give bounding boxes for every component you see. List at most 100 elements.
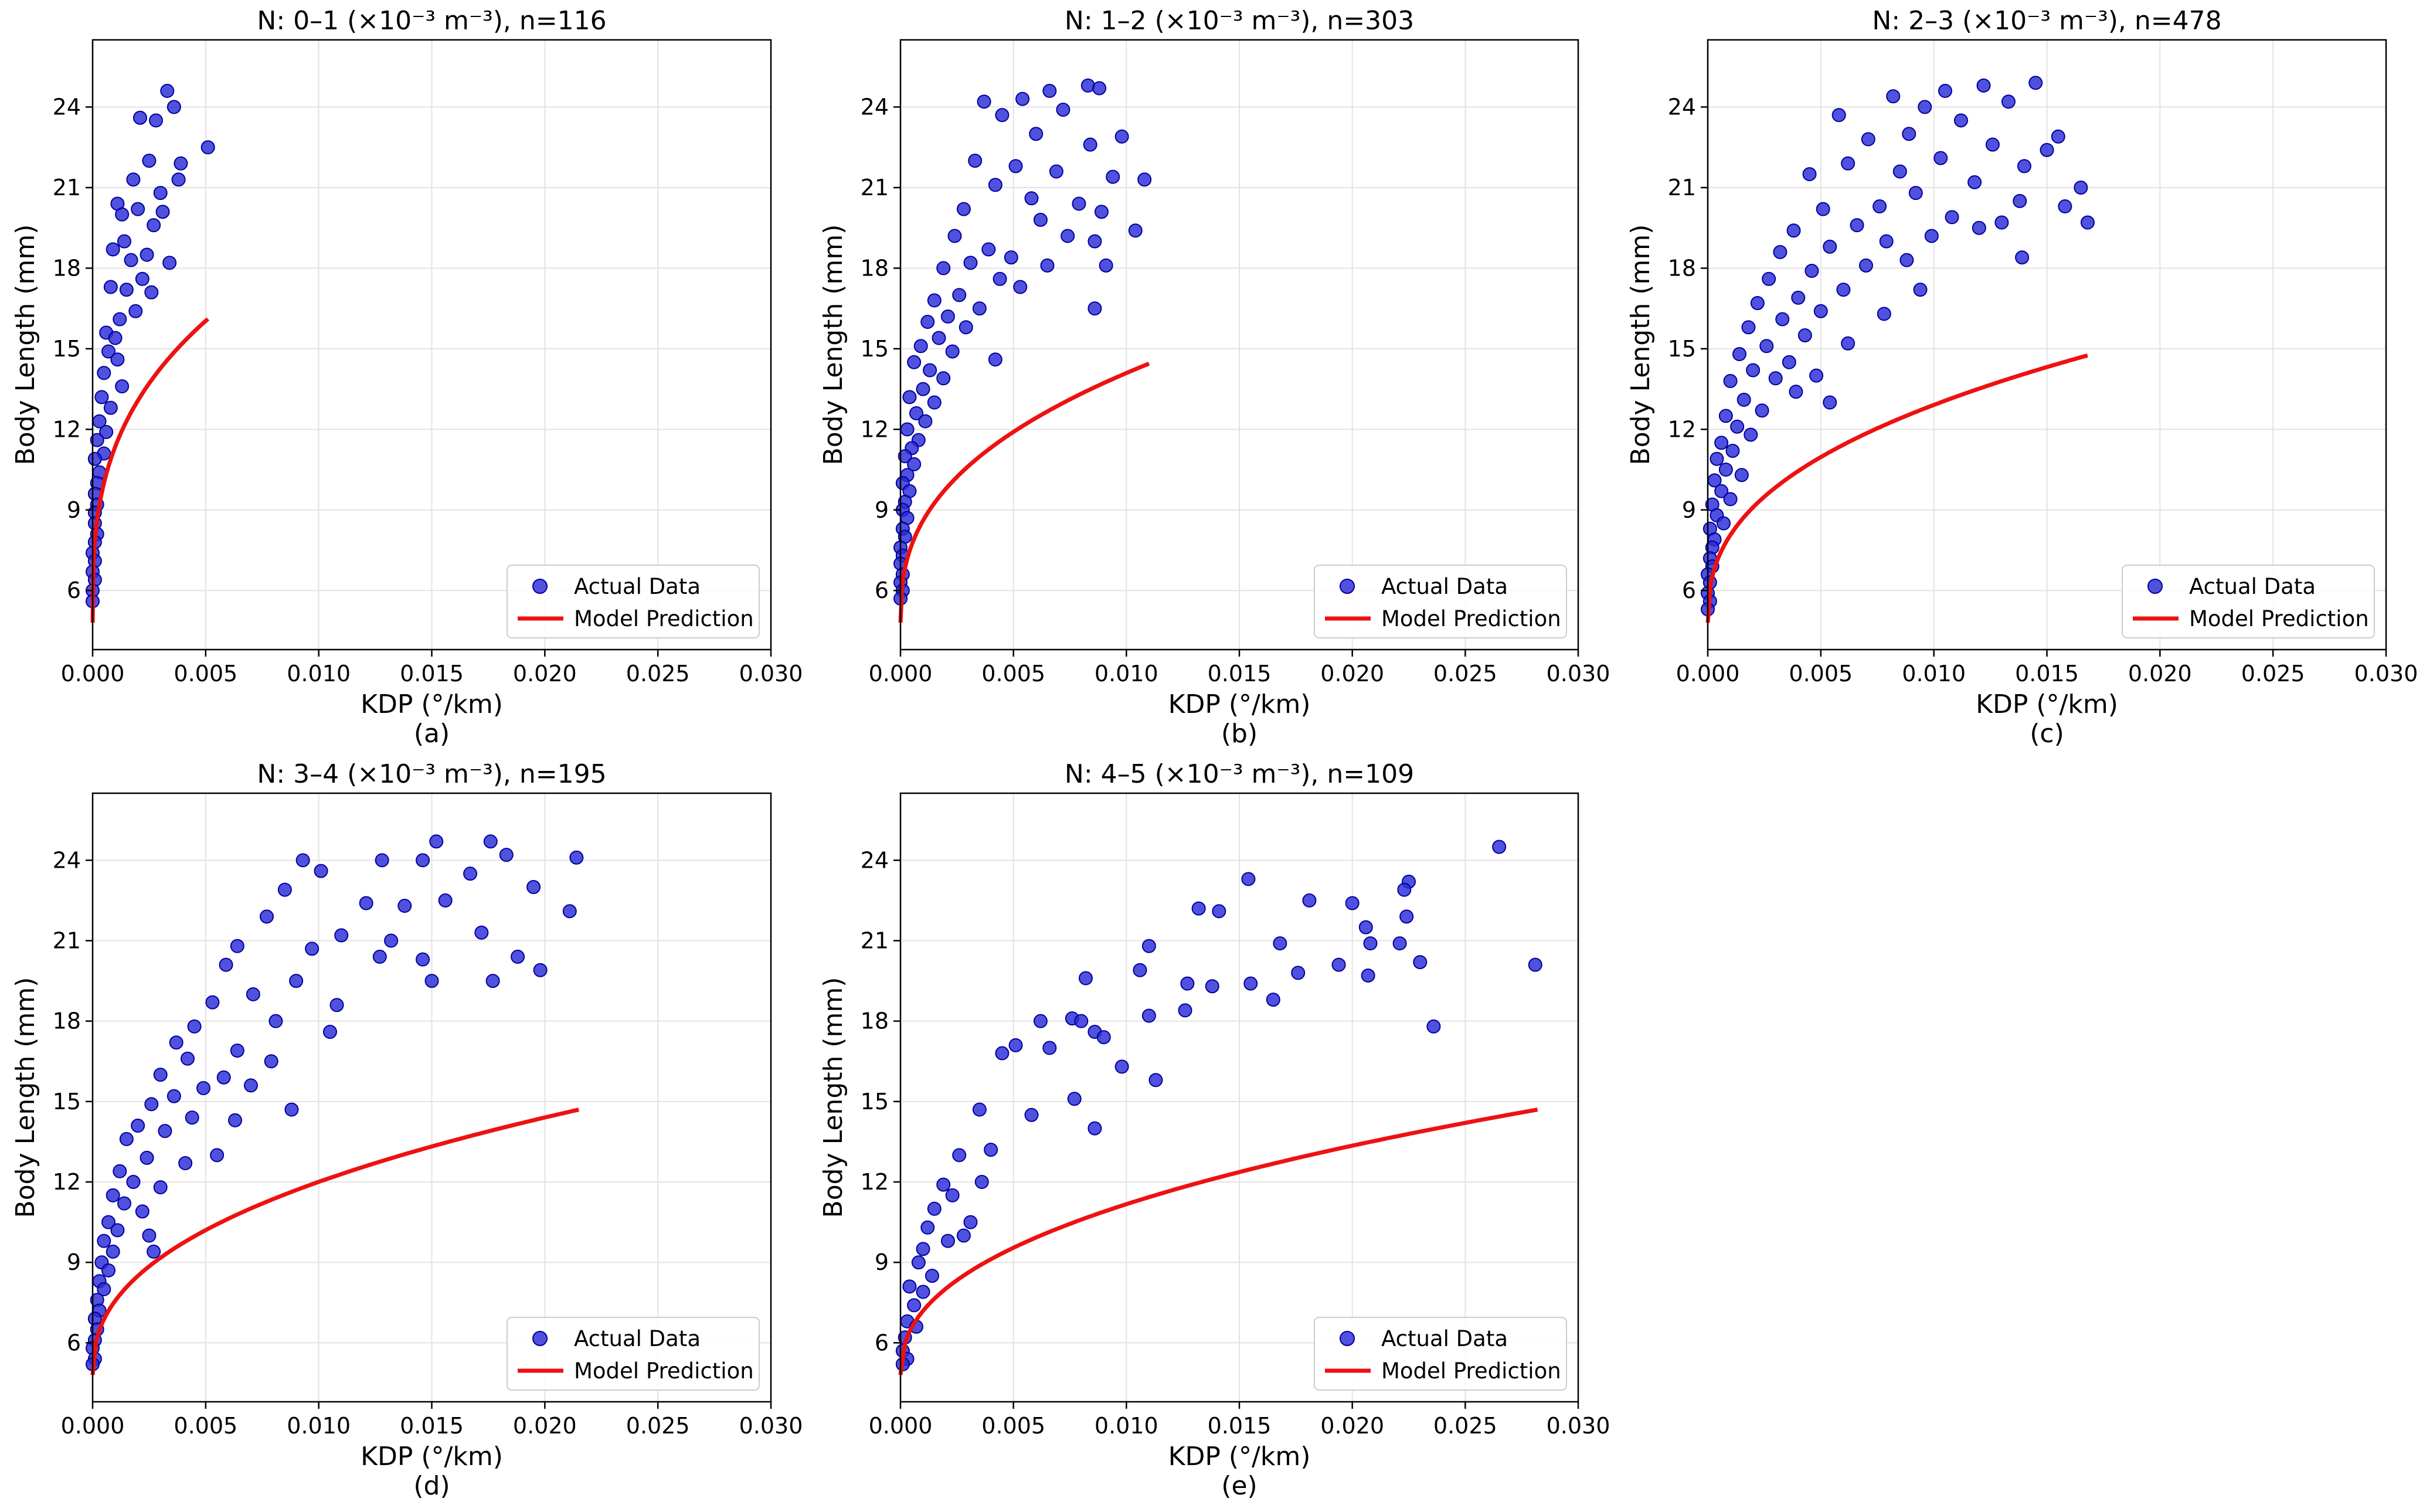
data-point	[110, 1223, 125, 1238]
data-point	[907, 457, 922, 471]
data-point	[463, 867, 478, 881]
data-point	[1114, 129, 1129, 144]
data-point	[932, 331, 946, 345]
data-point	[230, 939, 244, 953]
y-tick-label: 21	[861, 175, 889, 201]
x-tick-label: 0.005	[1789, 661, 1853, 687]
data-point	[1088, 234, 1102, 249]
data-point	[174, 156, 188, 171]
x-tick-label: 0.010	[1095, 661, 1158, 687]
data-point	[1141, 1008, 1156, 1023]
data-point	[1008, 1038, 1023, 1052]
data-point	[1873, 199, 1887, 214]
data-point	[474, 925, 489, 940]
data-point	[305, 942, 320, 956]
data-point	[1413, 955, 1428, 970]
data-point	[1397, 882, 1412, 897]
x-tick-label: 0.010	[287, 661, 351, 687]
data-point	[101, 1263, 115, 1277]
y-axis-label: Body Length (mm)	[11, 225, 40, 466]
data-point	[119, 283, 134, 297]
x-tick-label: 0.005	[174, 1413, 237, 1439]
data-point	[99, 424, 114, 439]
data-point	[1759, 339, 1774, 354]
y-tick-label: 6	[875, 1330, 889, 1355]
data-point	[1953, 113, 1968, 128]
panel-a: 0.000 0.005 0.010 0.015 0.020 0.025 0.030 6 9 12 1…	[11, 6, 803, 749]
data-point	[200, 140, 215, 155]
x-tick-label: 0.030	[1547, 661, 1610, 687]
y-tick-label: 24	[861, 847, 889, 873]
legend-label-model: Model Prediction	[574, 606, 754, 631]
data-point	[968, 154, 983, 168]
data-point	[131, 202, 145, 216]
data-point	[972, 1102, 987, 1117]
data-point	[185, 1110, 199, 1125]
data-point	[1861, 132, 1875, 147]
y-axis-label: Body Length (mm)	[11, 977, 40, 1218]
data-point	[1399, 909, 1414, 924]
data-point	[1092, 81, 1107, 96]
data-point	[1033, 212, 1048, 227]
data-points	[86, 834, 584, 1371]
data-point	[106, 1188, 120, 1202]
data-point	[148, 113, 163, 128]
data-point	[416, 853, 430, 868]
data-point	[2058, 199, 2072, 214]
data-point	[1056, 103, 1071, 117]
data-point	[907, 355, 922, 369]
x-tick-label: 0.015	[2015, 661, 2079, 687]
legend-marker-points	[2147, 579, 2163, 594]
data-point	[1710, 451, 1724, 466]
data-point	[916, 1285, 930, 1299]
data-point	[2015, 250, 2030, 265]
data-point	[135, 1204, 149, 1219]
data-point	[952, 288, 967, 303]
x-tick-label: 0.015	[400, 661, 464, 687]
data-point	[940, 1234, 955, 1248]
data-point	[900, 422, 915, 437]
data-point	[429, 834, 444, 849]
data-point	[329, 998, 344, 1012]
data-point	[153, 1180, 168, 1195]
data-point	[1128, 223, 1143, 238]
y-tick-label: 15	[861, 336, 889, 362]
data-points	[86, 84, 215, 609]
data-point	[1358, 920, 1373, 935]
legend-marker-points	[532, 1331, 548, 1346]
y-tick-label: 24	[861, 94, 889, 120]
x-tick-label: 0.025	[626, 1413, 690, 1439]
data-point	[1789, 385, 1803, 399]
data-point	[90, 433, 104, 447]
data-point	[1750, 295, 1765, 310]
data-point	[1088, 1121, 1102, 1136]
data-point	[1148, 1073, 1163, 1088]
data-point	[1908, 186, 1923, 201]
data-point	[1899, 253, 1914, 267]
data-point	[113, 1164, 127, 1178]
legend-marker-points	[532, 579, 548, 594]
y-tick-label: 18	[1668, 255, 1696, 281]
y-tick-label: 15	[1668, 336, 1696, 362]
data-point	[1972, 220, 1986, 235]
data-point	[1072, 196, 1086, 211]
data-point	[1096, 1030, 1111, 1045]
data-point	[1133, 963, 1147, 977]
data-point	[334, 928, 349, 943]
legend-marker-points	[1340, 579, 1355, 594]
legend-label-actual: Actual Data	[574, 574, 701, 599]
data-point	[117, 234, 131, 249]
data-point	[1994, 215, 2009, 230]
y-tick-label: 12	[861, 1169, 889, 1195]
data-point	[1243, 976, 1258, 991]
data-point	[103, 400, 118, 415]
data-point	[981, 242, 996, 257]
data-point	[1212, 904, 1226, 919]
data-point	[918, 414, 933, 429]
y-tick-label: 18	[861, 255, 889, 281]
data-point	[117, 1196, 131, 1211]
data-point	[2028, 76, 2043, 90]
data-point	[187, 1019, 202, 1034]
data-point	[945, 1188, 960, 1202]
data-point	[1106, 169, 1120, 184]
